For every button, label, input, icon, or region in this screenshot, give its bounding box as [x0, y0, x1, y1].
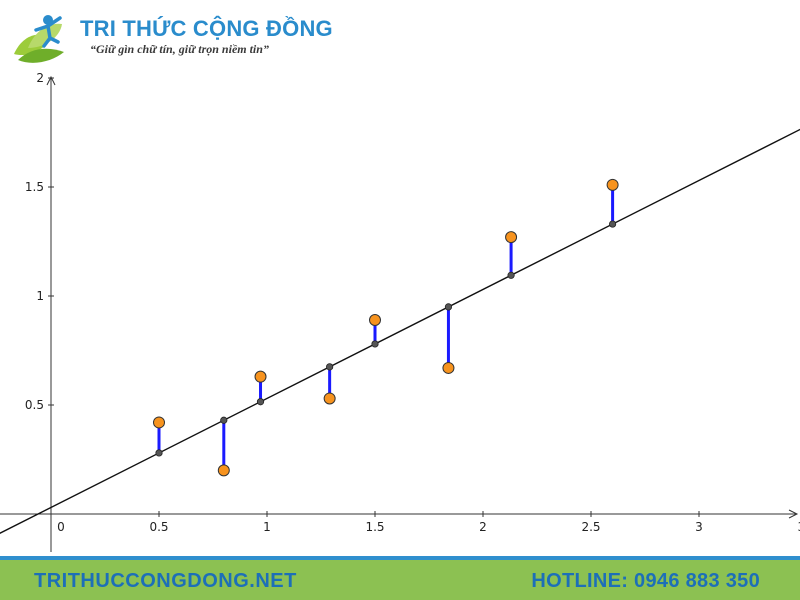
- x-tick-label: 1.5: [365, 520, 384, 534]
- x-tick-label: 0: [57, 520, 65, 534]
- fitted-point: [608, 220, 617, 228]
- footer-hotline: HOTLINE: 0946 883 350: [531, 570, 760, 592]
- data-point: [323, 392, 336, 405]
- brand-name: TRI THỨC CỘNG ĐỒNG: [80, 16, 333, 41]
- residual-segments: [157, 184, 615, 471]
- data-point: [254, 370, 267, 383]
- book-leaf-icon: [14, 15, 64, 63]
- regression-line: [0, 128, 800, 534]
- data-points: [153, 178, 619, 477]
- y-axis-arrow: [46, 75, 56, 86]
- x-tick-label: 1: [263, 520, 271, 534]
- y-axis-ticks: 0.511.522.533.5: [25, 71, 54, 412]
- data-point: [442, 361, 455, 374]
- x-tick-label: 0.5: [149, 520, 168, 534]
- fitted-point: [155, 449, 163, 457]
- y-tick-label: 1.5: [25, 180, 44, 194]
- data-point: [153, 416, 165, 429]
- y-tick-label: 2: [36, 71, 44, 85]
- fitted-point: [220, 416, 228, 424]
- x-tick-label: 2: [479, 520, 487, 534]
- y-tick-label: 1: [36, 289, 44, 303]
- brand-slogan: “Giữ gìn chữ tín, giữ trọn niềm tin”: [90, 42, 269, 56]
- x-tick-label: 3: [695, 520, 703, 534]
- y-tick-label: 0.5: [25, 398, 44, 412]
- regression-line-path: [0, 128, 800, 534]
- footer-website-link[interactable]: TRITHUCCONGDONG.NET: [34, 570, 297, 592]
- fitted-point: [371, 340, 379, 348]
- data-point: [505, 231, 518, 244]
- data-point: [369, 313, 381, 326]
- x-tick-label: 3.5: [797, 520, 800, 534]
- data-point: [217, 464, 230, 477]
- x-axis-ticks: 00.511.522.533.544.555.566.5: [57, 511, 800, 534]
- brand-logo: TRI THỨC CỘNG ĐỒNG “Giữ gìn chữ tín, giữ…: [8, 8, 333, 66]
- x-axis-arrow: [788, 509, 799, 519]
- fitted-point: [326, 363, 334, 371]
- footer-bar: TRITHUCCONGDONG.NET HOTLINE: 0946 883 35…: [0, 556, 800, 600]
- fitted-point: [444, 303, 453, 311]
- regression-scatter-chart: 00.511.522.533.544.555.566.5 0.511.522.5…: [0, 71, 800, 552]
- data-point: [606, 178, 619, 191]
- fitted-point: [256, 398, 265, 406]
- x-tick-label: 2.5: [581, 520, 600, 534]
- projected-points: [155, 220, 617, 457]
- fitted-point: [507, 271, 515, 279]
- axes: [0, 75, 799, 552]
